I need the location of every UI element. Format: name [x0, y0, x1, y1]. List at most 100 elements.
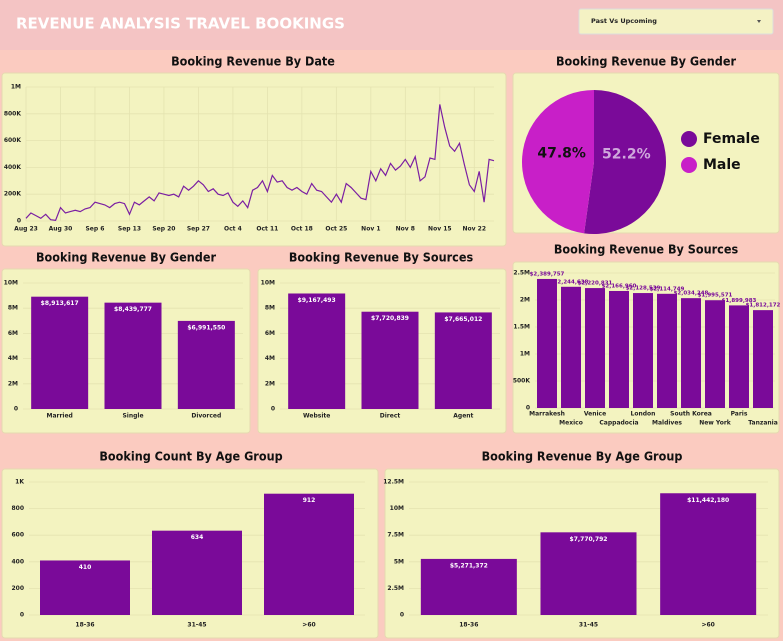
bar [288, 293, 346, 409]
bar-value-label: $7,665,012 [444, 316, 482, 323]
bar-value-label: $1,812,172 [746, 303, 781, 309]
x-tick-label: Marrakesh [529, 411, 565, 418]
bar-value-label: $8,439,777 [114, 306, 152, 313]
y-tick-label: 200 [11, 585, 24, 592]
x-tick-label: Oct 25 [325, 226, 347, 233]
bar [609, 290, 629, 408]
y-tick-label: 600 [11, 532, 24, 539]
pie-slice [521, 90, 594, 234]
y-tick-label: 12.5M [383, 479, 404, 486]
y-tick-label: 500K [513, 378, 531, 385]
x-tick-label: Nov 8 [396, 226, 415, 233]
page-title: REVENUE ANALYSIS TRAVEL BOOKINGS [16, 15, 345, 33]
bar-value-label: $5,271,372 [450, 562, 488, 569]
x-tick-label: Nov 22 [463, 226, 487, 233]
bar-value-label: $1,995,571 [698, 293, 733, 299]
bar-value-label: $11,442,180 [687, 497, 729, 504]
legend-swatch [681, 131, 697, 147]
x-tick-label: Nov 15 [428, 226, 452, 233]
x-tick-label: Cappadocia [599, 420, 638, 427]
y-tick-label: 400K [4, 164, 22, 171]
x-tick-label: Oct 11 [256, 226, 278, 233]
y-tick-label: 8M [265, 305, 275, 312]
x-tick-label: >60 [701, 622, 714, 629]
chart-title: Booking Count By Age Group [99, 449, 282, 464]
pie-slice [584, 90, 666, 234]
x-tick-label: 18-36 [459, 622, 478, 629]
x-tick-label: Aug 23 [14, 226, 38, 233]
x-tick-label: 31-45 [579, 622, 598, 629]
chart-title: Booking Revenue By Gender [556, 54, 736, 69]
x-tick-label: Paris [731, 411, 748, 418]
x-tick-label: Tanzania [748, 420, 778, 427]
bar [434, 312, 492, 409]
y-tick-label: 0 [271, 406, 275, 413]
y-tick-label: 0 [17, 218, 21, 225]
y-tick-label: 800 [11, 505, 24, 512]
bar [152, 530, 242, 615]
bar [585, 288, 605, 408]
dropdown-caret[interactable] [757, 20, 761, 23]
pie-value-label: 47.8% [537, 146, 586, 162]
bar-value-label: $2,114,749 [650, 286, 685, 292]
bar-value-label: $6,991,550 [187, 324, 225, 331]
y-tick-label: 0 [400, 612, 404, 619]
x-tick-label: Nov 1 [361, 226, 380, 233]
x-tick-label: Sep 27 [187, 226, 210, 233]
bar [361, 311, 419, 409]
y-tick-label: 1M [11, 84, 21, 91]
chart-title: Booking Revenue By Sources [554, 242, 739, 257]
y-tick-label: 400 [11, 558, 24, 565]
y-tick-label: 5M [394, 558, 404, 565]
bar-value-label: $2,034,248 [674, 291, 709, 297]
y-tick-label: 2M [265, 380, 275, 387]
bar [633, 293, 653, 408]
bar [31, 296, 89, 409]
bar-value-label: $2,166,960 [602, 283, 637, 289]
bar [420, 558, 517, 615]
y-tick-label: 6M [8, 330, 18, 337]
bar-value-label: $8,913,617 [41, 300, 79, 307]
bar [264, 493, 354, 615]
y-tick-label: 2M [8, 380, 18, 387]
revenue-line [25, 104, 495, 221]
bar-value-label: $2,128,539 [626, 286, 661, 292]
y-tick-label: 600K [4, 137, 22, 144]
bar-value-label: 634 [191, 534, 204, 541]
x-tick-label: Venice [584, 411, 606, 418]
y-tick-label: 4M [8, 355, 18, 362]
x-tick-label: Website [303, 413, 330, 420]
bar [681, 298, 701, 408]
y-tick-label: 8M [8, 305, 18, 312]
y-tick-label: 2M [520, 297, 530, 304]
bar [753, 310, 773, 408]
y-tick-label: 200K [4, 191, 22, 198]
legend-label: Female [703, 131, 760, 147]
y-tick-label: 2.5M [513, 270, 530, 277]
y-tick-label: 0 [526, 405, 530, 412]
y-tick-label: 2.5M [387, 585, 404, 592]
y-tick-label: 0 [14, 406, 18, 413]
legend-swatch [681, 157, 697, 173]
x-tick-label: London [631, 411, 656, 418]
bar [561, 286, 581, 408]
bar [660, 493, 757, 615]
bar [657, 293, 677, 408]
x-tick-label: Married [46, 413, 72, 420]
chart-title: Booking Revenue By Sources [289, 250, 474, 265]
bar-value-label: 912 [303, 497, 316, 504]
x-tick-label: South Korea [670, 411, 712, 418]
filter-dropdown[interactable] [578, 8, 774, 35]
charts: Booking Revenue By Date 0 200K 400K 600K 800K… [1, 54, 781, 639]
y-tick-label: 0 [20, 612, 24, 619]
bar-value-label: $2,244,638 [554, 279, 589, 285]
pie-value-label: 52.2% [602, 146, 651, 162]
filter-label[interactable]: Past Vs Upcoming [591, 17, 657, 25]
x-tick-label: New York [699, 420, 732, 427]
chart-title: Booking Revenue By Gender [36, 250, 216, 265]
bar-value-label: $2,220,831 [578, 281, 613, 287]
bar-value-label: 410 [79, 564, 92, 571]
x-tick-label: Sep 13 [118, 226, 141, 233]
bar-value-label: $2,389,757 [530, 271, 565, 277]
